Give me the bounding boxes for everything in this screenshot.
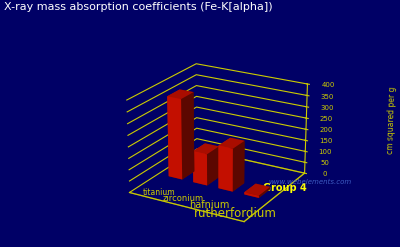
Text: X-ray mass absorption coefficients (Fe-K[alpha]): X-ray mass absorption coefficients (Fe-K… <box>4 2 273 12</box>
